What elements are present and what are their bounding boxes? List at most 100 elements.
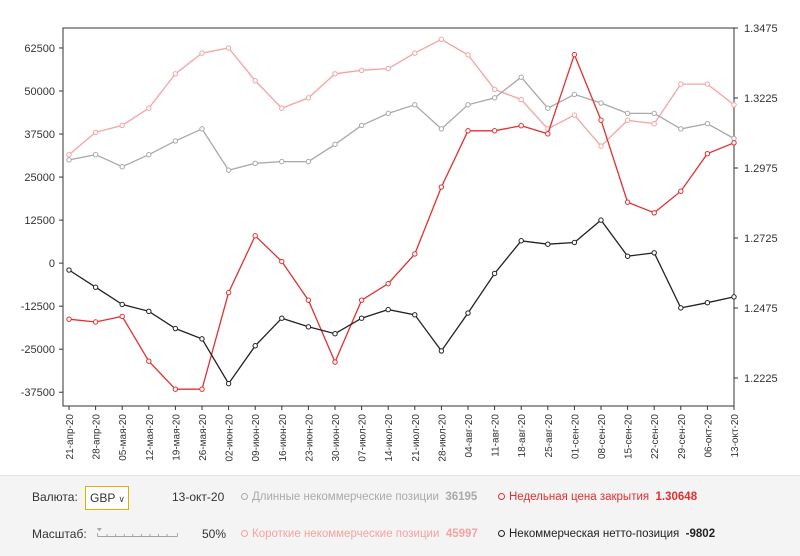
legend-net[interactable]: Некоммерческая нетто-позиция -9802	[498, 528, 715, 540]
series-point-0	[119, 122, 125, 129]
right-tick-label: 1.3225	[744, 93, 778, 105]
x-tick-label: 07-июл-20	[358, 414, 369, 462]
series-point-3	[119, 301, 125, 308]
series-point-1	[704, 121, 711, 127]
currency-label: Валюта:	[32, 490, 78, 504]
series-point-3	[491, 270, 498, 277]
series-point-0	[305, 95, 312, 101]
series-point-1	[385, 110, 391, 117]
series-point-3	[465, 310, 471, 316]
series-point-1	[66, 157, 72, 163]
x-tick-label: 05-мая-20	[118, 414, 129, 461]
controls-panel: Валюта: GBP ∨ 13-окт-20 Масштаб: 50% Длин…	[0, 475, 800, 556]
series-point-1	[571, 91, 578, 98]
series-point-0	[172, 71, 179, 77]
series-point-1	[92, 151, 99, 158]
series-point-2	[651, 210, 657, 216]
series-point-3	[92, 284, 99, 290]
x-tick-label: 21-апр-20	[65, 414, 76, 460]
x-tick-label: 09-июн-20	[251, 414, 262, 462]
series-point-3	[678, 305, 684, 311]
circle-icon	[498, 493, 505, 501]
legend-long-value: 36195	[445, 491, 478, 503]
series-point-3	[172, 325, 179, 332]
x-tick-label: 04-авг-20	[464, 414, 475, 458]
series-point-1	[491, 95, 498, 101]
series-point-3	[66, 267, 72, 273]
series-point-3	[146, 308, 152, 315]
right-tick-label: 1.3475	[744, 23, 778, 35]
series-point-1	[172, 138, 179, 144]
series-point-3	[571, 239, 578, 246]
series-point-0	[598, 143, 604, 149]
series-point-3	[651, 250, 657, 256]
x-tick-label: 12-мая-20	[145, 414, 156, 461]
series-point-0	[491, 86, 498, 92]
series-point-2	[412, 251, 418, 257]
series-point-3	[598, 217, 604, 223]
x-tick-label: 25-авг-20	[544, 414, 555, 458]
series-point-1	[518, 74, 524, 80]
series-point-0	[92, 129, 99, 136]
series-point-0	[678, 81, 684, 87]
x-tick-label: 18-авг-20	[517, 414, 528, 458]
legend-price[interactable]: Недельная цена закрытия 1.30648	[498, 491, 697, 503]
series-point-2	[146, 358, 152, 364]
series-point-0	[199, 50, 205, 56]
series-point-3	[225, 380, 232, 387]
legend-long-label: Длинные некоммерческие позиции	[252, 491, 439, 503]
series-point-1	[358, 122, 365, 129]
x-tick-label: 28-апр-20	[92, 414, 103, 460]
legend-short-label: Короткие некоммерческие позиции	[252, 528, 440, 540]
x-tick-label: 26-мая-20	[198, 414, 209, 461]
series-point-2	[678, 188, 684, 194]
series-point-3	[332, 331, 338, 337]
series-point-0	[332, 71, 338, 77]
x-tick-label: 28-июл-20	[437, 414, 448, 462]
scale-slider[interactable]	[90, 528, 185, 540]
left-tick-label: 0	[49, 258, 55, 270]
series-point-2	[624, 199, 631, 205]
x-tick-label: 22-сен-20	[650, 414, 661, 459]
series-point-1	[624, 110, 631, 117]
right-tick-label: 1.2975	[744, 163, 778, 175]
series-point-2	[598, 117, 604, 123]
left-tick-label: -12500	[21, 301, 55, 313]
x-tick-label: 11-авг-20	[491, 414, 502, 457]
series-point-3	[412, 312, 418, 318]
series-point-3	[279, 315, 285, 321]
circle-icon	[498, 530, 505, 538]
currency-value: GBP	[90, 491, 116, 505]
x-tick-label: 29-сен-20	[677, 414, 688, 459]
legend-net-value: -9802	[685, 528, 716, 540]
series-point-3	[252, 343, 258, 349]
series-point-2	[92, 319, 99, 325]
series-point-0	[385, 65, 391, 72]
x-tick-label: 23-июн-20	[304, 414, 315, 462]
x-tick-label: 21-июл-20	[411, 414, 422, 462]
x-tick-label: 13-окт-20	[730, 414, 741, 458]
series-point-2	[465, 128, 471, 134]
series-point-2	[279, 258, 285, 265]
series-point-1	[279, 158, 285, 165]
series-point-0	[146, 105, 152, 111]
series-point-2	[438, 184, 445, 190]
series-point-1	[731, 135, 737, 142]
series-point-2	[545, 131, 551, 137]
x-tick-label: 08-сен-20	[597, 414, 608, 459]
circle-icon	[241, 493, 248, 501]
series-point-3	[731, 294, 737, 300]
slider-handle	[96, 528, 102, 532]
series-point-0	[651, 121, 657, 127]
left-tick-label: 50000	[24, 86, 55, 98]
series-point-0	[571, 112, 578, 118]
legend-short[interactable]: Короткие некоммерческие позиции 45997	[241, 528, 478, 540]
series-point-0	[225, 45, 232, 51]
series-point-2	[119, 313, 125, 320]
left-tick-label: -25000	[21, 344, 55, 356]
series-point-3	[624, 253, 631, 259]
left-tick-label: 25000	[24, 172, 55, 184]
legend-long[interactable]: Длинные некоммерческие позиции 36195	[241, 491, 477, 503]
x-tick-label: 16-июн-20	[278, 414, 289, 462]
currency-select[interactable]: GBP ∨	[85, 486, 129, 510]
